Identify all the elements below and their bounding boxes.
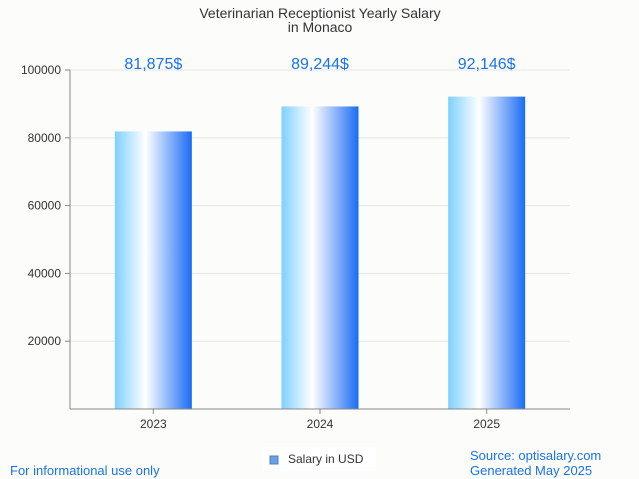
source-text: Source: optisalary.com	[470, 448, 602, 463]
x-tick-label: 2025	[473, 417, 500, 431]
informational-note: For informational use only	[10, 463, 160, 478]
legend-swatch	[269, 455, 279, 465]
x-tick-label: 2023	[140, 417, 167, 431]
value-label: 89,244$	[291, 56, 349, 73]
y-tick-label: 20000	[28, 334, 62, 348]
legend-box	[262, 447, 376, 471]
bar	[114, 131, 192, 409]
legend: Salary in USD	[262, 447, 376, 471]
chart-title-line-1: Veterinarian Receptionist Yearly Salary	[199, 5, 440, 21]
chart-title-line-2: in Monaco	[288, 19, 353, 35]
value-label: 92,146$	[458, 56, 516, 73]
y-tick-label: 40000	[28, 266, 62, 280]
value-label: 81,875$	[124, 56, 182, 73]
bar	[281, 106, 359, 410]
generated-date: Generated May 2025	[470, 463, 593, 478]
legend-label: Salary in USD	[288, 452, 364, 466]
y-tick-label: 60000	[28, 199, 62, 213]
y-tick-label: 100000	[21, 63, 61, 77]
y-tick-label: 80000	[28, 131, 62, 145]
x-tick-label: 2024	[307, 417, 334, 431]
bar	[448, 96, 526, 409]
